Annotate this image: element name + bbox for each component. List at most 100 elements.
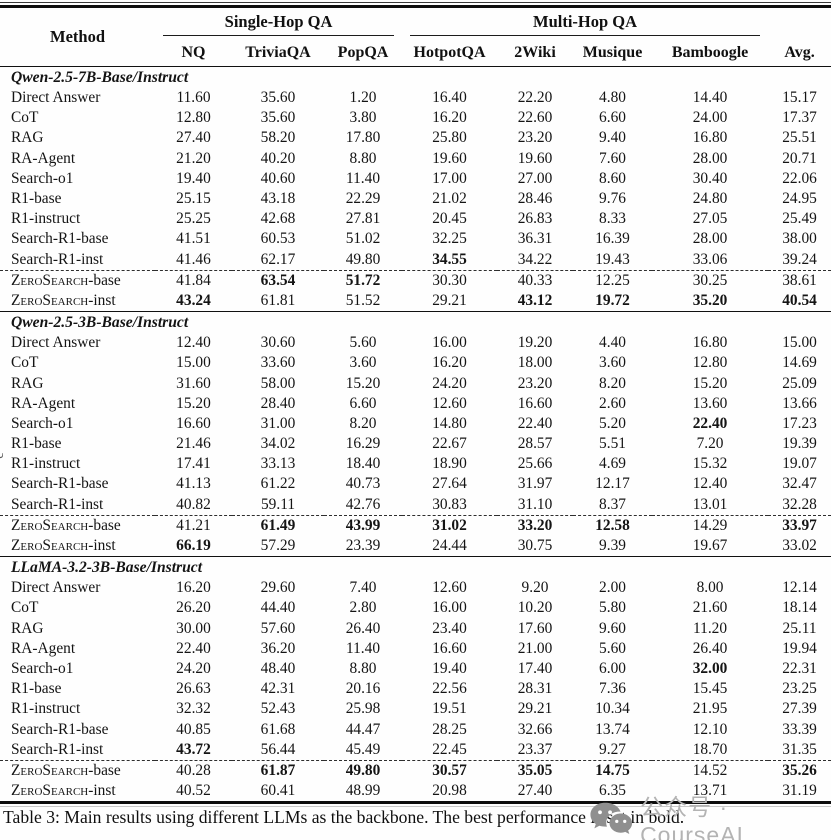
value-cell: 15.00 [176, 354, 211, 372]
value-cell: 30.57 [432, 761, 467, 779]
value-cell: 7.36 [599, 680, 626, 698]
table-row: CoT 12.80 35.60 3.80 16.20 22.60 6.60 24.00 17.3… [0, 108, 831, 128]
value-cell: 10.34 [595, 700, 630, 718]
value-cell: 42.68 [260, 210, 296, 228]
value-cell: 40.52 [176, 782, 211, 800]
method-cell: Search-R1-inst [11, 495, 104, 513]
value-cell: 13.01 [692, 495, 728, 513]
table-row: RAG 31.60 58.00 15.20 24.20 23.20 8.20 15.20 25.… [0, 373, 831, 393]
value-cell: 14.40 [692, 89, 728, 107]
table-row: Direct Answer 12.40 30.60 5.60 16.00 19.20 4.4… [0, 333, 831, 353]
value-cell: 8.80 [349, 149, 377, 167]
value-cell: 52.43 [260, 700, 296, 718]
value-cell: 14.52 [692, 761, 728, 779]
value-cell: 30.40 [692, 169, 728, 187]
value-cell: 57.60 [260, 619, 296, 637]
value-cell: 40.82 [176, 495, 211, 513]
group-header-multi-hop: Multi-Hop QA [402, 8, 768, 40]
value-cell: 6.00 [599, 659, 626, 677]
value-cell: 22.20 [517, 89, 553, 107]
value-cell: 4.40 [599, 334, 626, 352]
value-cell: 24.20 [176, 659, 211, 677]
value-cell: 17.23 [782, 414, 817, 432]
value-cell: 23.40 [432, 619, 467, 637]
value-cell: 19.94 [782, 639, 817, 657]
value-cell: 32.25 [432, 230, 467, 248]
value-cell: 19.60 [517, 149, 553, 167]
value-cell: 21.20 [176, 149, 211, 167]
value-cell: 7.60 [599, 149, 626, 167]
value-cell: 61.49 [260, 516, 296, 534]
column-header-hotpotqa: HotpotQA [413, 44, 486, 61]
value-cell: 6.60 [599, 109, 626, 127]
table-row: CoT 26.20 44.40 2.80 16.00 10.20 5.80 21.60 18.1… [0, 598, 831, 618]
value-cell: 24.44 [432, 537, 467, 555]
value-cell: 16.60 [517, 394, 553, 412]
value-cell: 25.49 [782, 210, 817, 228]
value-cell: 10.20 [517, 599, 553, 617]
value-cell: 16.20 [432, 354, 467, 372]
table-row: ZeroSearch-base 40.28 61.87 49.80 30.57 35.05… [0, 760, 831, 781]
value-cell: 41.13 [176, 475, 211, 493]
value-cell: 61.68 [260, 720, 296, 738]
results-table: Method Single-Hop QA Multi-Hop QA NQ Tri… [0, 8, 831, 801]
value-cell: 26.63 [176, 680, 211, 698]
value-cell: 9.40 [599, 129, 626, 147]
value-cell: 21.00 [517, 639, 553, 657]
value-cell: 5.80 [599, 599, 626, 617]
value-cell: 33.39 [782, 720, 817, 738]
value-cell: 60.41 [260, 782, 296, 800]
value-cell: 27.64 [432, 475, 467, 493]
table-row: Search-o1 24.20 48.40 8.80 19.40 17.40 6.00 32.… [0, 659, 831, 679]
value-cell: 17.40 [517, 659, 553, 677]
method-cell: Direct Answer [11, 89, 101, 107]
value-cell: 12.17 [595, 475, 630, 493]
value-cell: 43.99 [345, 516, 381, 534]
value-cell: 41.21 [176, 516, 211, 534]
value-cell: 41.51 [176, 230, 211, 248]
value-cell: 12.80 [176, 109, 211, 127]
value-cell: 43.72 [176, 740, 211, 758]
method-cell: RAG [11, 619, 44, 637]
value-cell: 22.31 [782, 659, 817, 677]
value-cell: 29.21 [432, 291, 467, 309]
value-cell: 12.60 [432, 579, 467, 597]
section-row: LLaMA-3.2-3B-Base/Instruct [0, 556, 831, 579]
value-cell: 19.07 [782, 455, 817, 473]
value-cell: 20.98 [432, 782, 467, 800]
value-cell: 8.80 [349, 659, 377, 677]
value-cell: 16.39 [595, 230, 630, 248]
edge-artifact: ê [0, 452, 8, 459]
value-cell: 16.00 [432, 599, 467, 617]
value-cell: 12.10 [692, 720, 728, 738]
value-cell: 3.80 [349, 109, 377, 127]
value-cell: 40.85 [176, 720, 211, 738]
value-cell: 58.00 [260, 374, 296, 392]
value-cell: 43.12 [517, 291, 553, 309]
column-header-musique: Musique [582, 44, 643, 61]
value-cell: 27.05 [692, 210, 728, 228]
table-row: R1-instruct 25.25 42.68 27.81 20.45 26.83 8.33… [0, 209, 831, 229]
table-row: RAG 30.00 57.60 26.40 23.40 17.60 9.60 11.20 25.… [0, 619, 831, 639]
value-cell: 22.60 [517, 109, 553, 127]
table-row: ZeroSearch-inst 40.52 60.41 48.99 20.98 27.40… [0, 781, 831, 801]
value-cell: 9.20 [521, 579, 549, 597]
table-row: R1-instruct 32.32 52.43 25.98 19.51 29.21 10.3… [0, 699, 831, 719]
bottom-rule-thick [0, 801, 831, 805]
value-cell: 30.30 [432, 271, 467, 289]
value-cell: 30.83 [432, 495, 467, 513]
value-cell: 23.37 [517, 740, 553, 758]
value-cell: 4.80 [599, 89, 626, 107]
value-cell: 18.40 [345, 455, 381, 473]
value-cell: 25.51 [782, 129, 817, 147]
value-cell: 11.40 [345, 639, 381, 657]
method-cell: Search-R1-base [11, 720, 109, 738]
table-caption: Table 3: Main results using different LL… [3, 807, 685, 827]
value-cell: 35.20 [692, 291, 728, 309]
table-row: ZeroSearch-inst 66.19 57.29 23.39 24.44 30.75… [0, 536, 831, 557]
table-row: Search-R1-inst 40.82 59.11 42.76 30.83 31.10 8… [0, 495, 831, 516]
value-cell: 12.40 [176, 334, 211, 352]
value-cell: 40.60 [260, 169, 296, 187]
value-cell: 56.44 [260, 740, 296, 758]
value-cell: 51.02 [345, 230, 381, 248]
